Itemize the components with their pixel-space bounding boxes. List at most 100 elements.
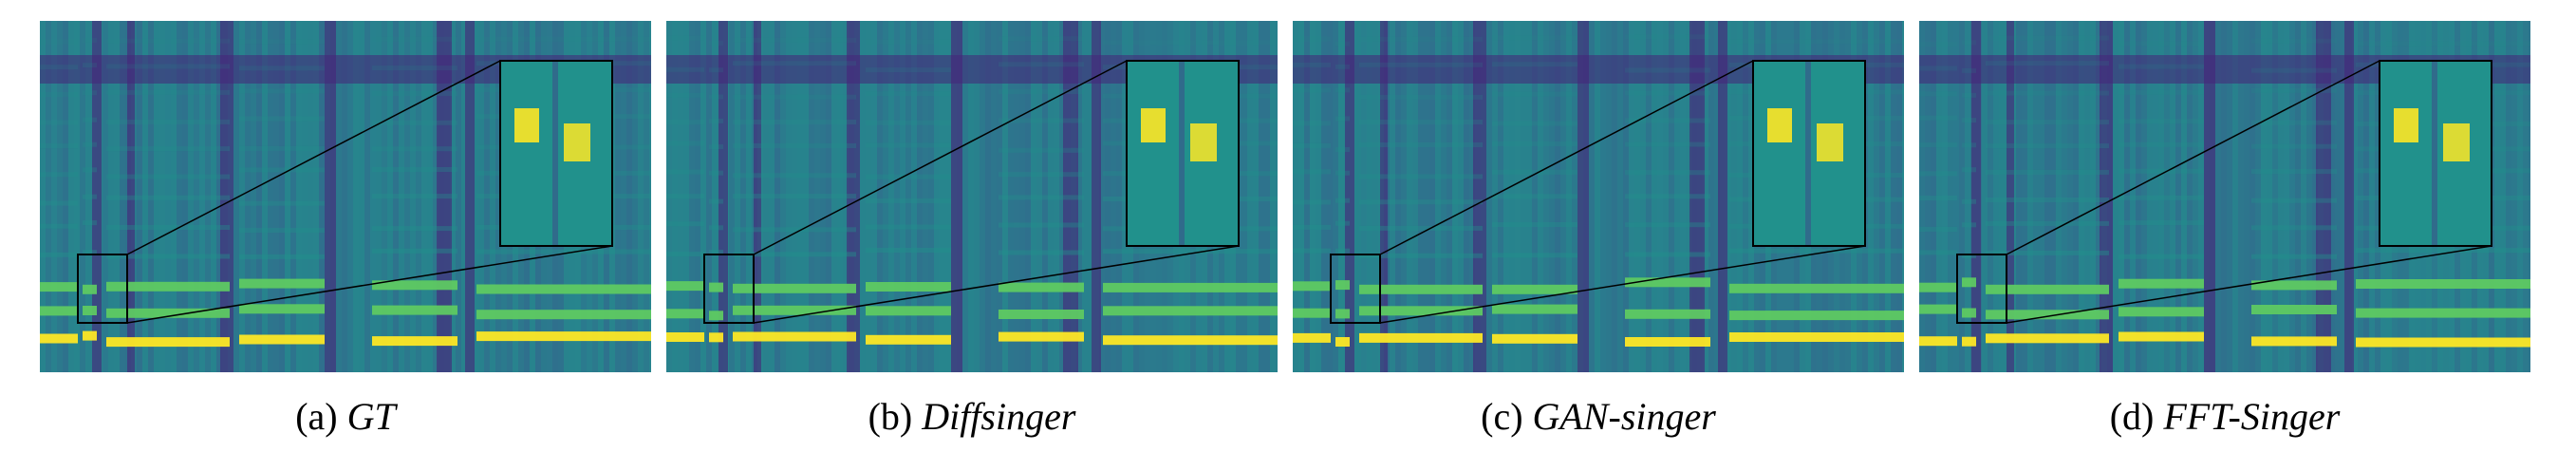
texture-column (712, 21, 718, 372)
texture-column (1111, 21, 1116, 372)
texture-column (1543, 21, 1549, 372)
zoom-connector-line (1379, 245, 1866, 324)
harmonic-band (2251, 38, 2337, 44)
texture-column (1663, 21, 1669, 372)
texture-column (296, 21, 302, 372)
harmonic-band (2356, 308, 2530, 318)
caption-b: (b) Diffsinger (666, 394, 1278, 439)
texture-column (1874, 21, 1879, 372)
harmonic-band (1359, 253, 1483, 258)
spectrogram-image (1919, 21, 2530, 372)
harmonic-band (733, 194, 856, 199)
zoom-connector-line (753, 60, 1128, 255)
texture-column (1532, 21, 1538, 372)
harmonic-band (1919, 42, 1957, 47)
texture-column (2158, 21, 2164, 372)
harmonic-band (106, 64, 230, 69)
harmonic-band (733, 37, 856, 43)
harmonic-band (40, 200, 78, 206)
texture-column (1902, 21, 1904, 372)
texture-column (695, 21, 700, 372)
harmonic-band (1962, 40, 1976, 46)
texture-column (1879, 21, 1885, 372)
harmonic-band (83, 117, 97, 122)
texture-column (974, 21, 980, 372)
harmonic-band (1962, 67, 1976, 73)
harmonic-band (239, 254, 325, 259)
texture-column (763, 21, 769, 372)
texture-column (1076, 21, 1082, 372)
harmonic-band (1492, 284, 1577, 294)
harmonic-band (239, 116, 325, 122)
texture-column (706, 21, 712, 372)
harmonic-band (1986, 198, 2109, 202)
texture-column (866, 21, 871, 372)
harmonic-band (866, 248, 951, 253)
texture-column (786, 21, 792, 372)
harmonic-band (1293, 169, 1331, 175)
texture-column (1526, 21, 1532, 372)
harmonic-band (1335, 170, 1350, 176)
texture-column (1259, 21, 1264, 372)
texture-column (2175, 21, 2181, 372)
harmonic-band (1492, 62, 1577, 67)
harmonic-band (866, 224, 951, 230)
harmonic-band (476, 284, 651, 294)
texture-column (1555, 21, 1560, 372)
texture-column (1099, 21, 1105, 372)
texture-column (740, 21, 746, 372)
texture-column (199, 21, 205, 372)
texture-column (2221, 21, 2227, 372)
texture-column (826, 21, 831, 372)
texture-column (142, 21, 148, 372)
texture-column (1395, 21, 1401, 372)
texture-column (729, 21, 735, 372)
silence-column (2344, 21, 2354, 372)
harmonic-band (1335, 64, 1350, 69)
texture-column (427, 21, 433, 372)
spectrogram-panel-fft-singer (1919, 21, 2530, 372)
zoom-connector-line (2006, 245, 2492, 324)
texture-column (1054, 21, 1059, 372)
zoom-connector-line (753, 245, 1240, 324)
texture-column (2130, 21, 2136, 372)
harmonic-band (666, 332, 704, 342)
texture-column (364, 21, 370, 372)
harmonic-band (239, 200, 325, 206)
texture-column (1116, 21, 1122, 372)
texture-column (359, 21, 364, 372)
harmonic-band (40, 306, 78, 316)
harmonic-band (372, 91, 457, 96)
texture-column (256, 21, 262, 372)
texture-column (2272, 21, 2278, 372)
texture-column (649, 21, 651, 372)
texture-column (797, 21, 803, 372)
texture-column (2044, 21, 2050, 372)
texture-column (1503, 21, 1509, 372)
texture-column (1600, 21, 1606, 372)
texture-column (1612, 21, 1617, 372)
texture-column (1885, 21, 1891, 372)
harmonic-band (709, 118, 723, 123)
texture-column (108, 21, 114, 372)
silence-column (465, 21, 475, 372)
harmonic-band (1625, 170, 1710, 176)
texture-column (940, 21, 945, 372)
harmonic-band (2119, 119, 2204, 124)
texture-column (1355, 21, 1361, 372)
texture-column (2306, 21, 2312, 372)
harmonic-band (999, 147, 1084, 153)
harmonic-band (40, 143, 78, 149)
texture-column (40, 21, 46, 372)
harmonic-band (1986, 284, 2109, 294)
harmonic-band (999, 331, 1084, 342)
texture-column (700, 21, 706, 372)
texture-column (644, 21, 649, 372)
texture-column (945, 21, 951, 372)
texture-column (2153, 21, 2158, 372)
harmonic-band (83, 141, 97, 147)
texture-column (1361, 21, 1367, 372)
harmonic-band (1335, 147, 1350, 152)
harmonic-band (1625, 309, 1710, 319)
texture-column (1572, 21, 1577, 372)
